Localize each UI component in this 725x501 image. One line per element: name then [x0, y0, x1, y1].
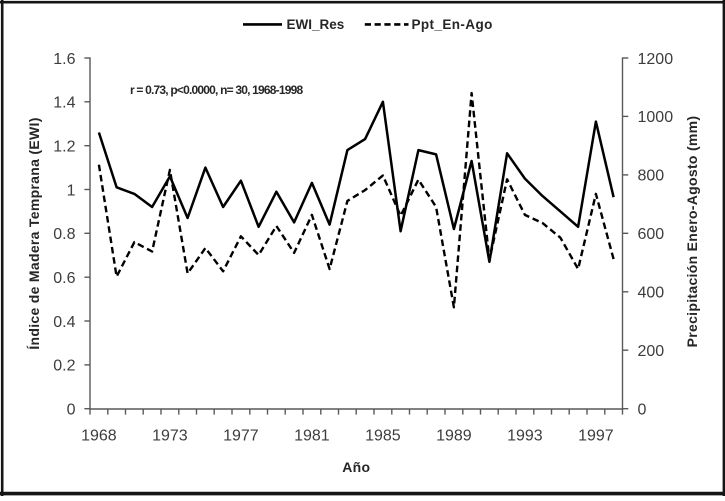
- svg-text:1981: 1981: [294, 428, 330, 445]
- svg-text:600: 600: [638, 226, 665, 243]
- svg-text:1997: 1997: [578, 428, 614, 445]
- svg-text:Índice de Madera Temprana (EWI: Índice de Madera Temprana (EWI): [26, 117, 42, 349]
- svg-text:1000: 1000: [638, 109, 674, 126]
- svg-text:Precipitación Enero-Agosto (mm: Precipitación Enero-Agosto (mm): [684, 116, 700, 348]
- svg-text:1985: 1985: [365, 428, 401, 445]
- svg-text:Ppt_En-Ago: Ppt_En-Ago: [412, 17, 493, 32]
- svg-text:0.4: 0.4: [53, 314, 75, 331]
- svg-text:1.6: 1.6: [53, 51, 75, 68]
- svg-text:200: 200: [638, 343, 665, 360]
- svg-text:EWI_Res: EWI_Res: [287, 17, 345, 32]
- svg-text:0: 0: [67, 402, 76, 419]
- svg-text:1.2: 1.2: [53, 139, 75, 156]
- svg-text:r = 0.73, p<0.0000, n= 30, 196: r = 0.73, p<0.0000, n= 30, 1968-1998: [130, 83, 303, 97]
- svg-text:0.6: 0.6: [53, 270, 75, 287]
- svg-text:1989: 1989: [436, 428, 472, 445]
- svg-text:1993: 1993: [507, 428, 543, 445]
- svg-text:1.4: 1.4: [53, 95, 75, 112]
- svg-text:0.2: 0.2: [53, 358, 75, 375]
- svg-text:0.8: 0.8: [53, 226, 75, 243]
- svg-text:1973: 1973: [152, 428, 188, 445]
- svg-text:Año: Año: [342, 459, 370, 475]
- svg-text:1968: 1968: [81, 428, 117, 445]
- svg-text:1200: 1200: [638, 51, 674, 68]
- svg-text:0: 0: [638, 402, 647, 419]
- svg-text:1: 1: [67, 182, 76, 199]
- svg-text:400: 400: [638, 285, 665, 302]
- svg-text:1977: 1977: [223, 428, 259, 445]
- svg-text:800: 800: [638, 168, 665, 185]
